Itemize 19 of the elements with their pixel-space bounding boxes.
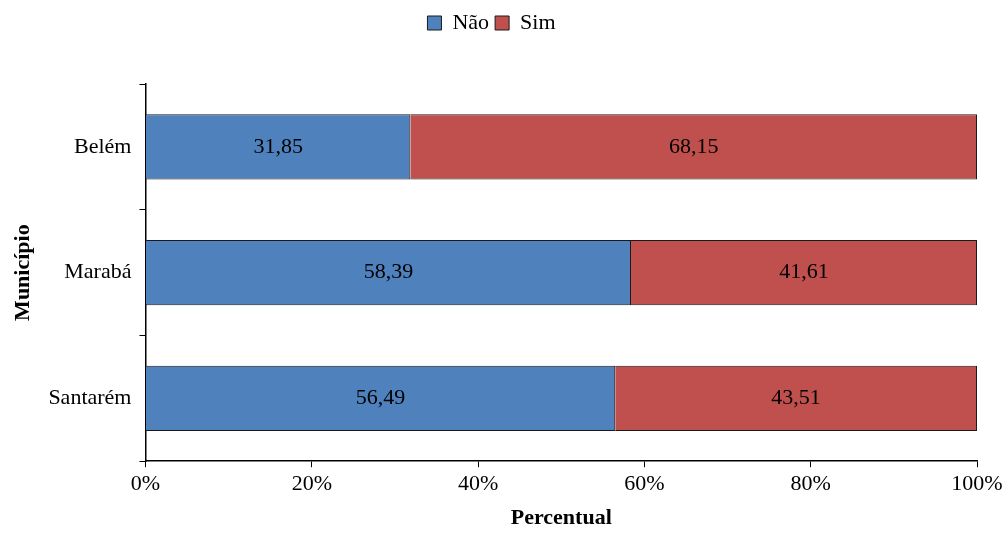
y-tick-label: Santarém: [48, 384, 132, 410]
legend-label: Não: [452, 8, 490, 34]
x-tick-label: 100%: [951, 470, 1003, 496]
x-tick-label: 20%: [291, 470, 332, 496]
x-tick-label: 40%: [457, 470, 499, 496]
data-label: 41,61: [779, 258, 829, 284]
data-label: 68,15: [668, 132, 719, 158]
y-tick-label: Belém: [74, 132, 132, 158]
y-tick-label: Marabá: [64, 258, 132, 284]
data-label: 56,49: [355, 384, 406, 410]
x-tick-label: 80%: [790, 470, 831, 496]
data-label: 58,39: [363, 258, 414, 284]
x-tick-label: 0%: [130, 470, 161, 496]
data-label: 43,51: [771, 384, 821, 410]
legend-label: Sim: [520, 8, 556, 34]
y-axis-title: Município: [8, 224, 34, 321]
x-axis-title: Percentual: [510, 504, 612, 530]
x-tick-label: 60%: [624, 470, 665, 496]
data-label: 31,85: [253, 132, 303, 158]
